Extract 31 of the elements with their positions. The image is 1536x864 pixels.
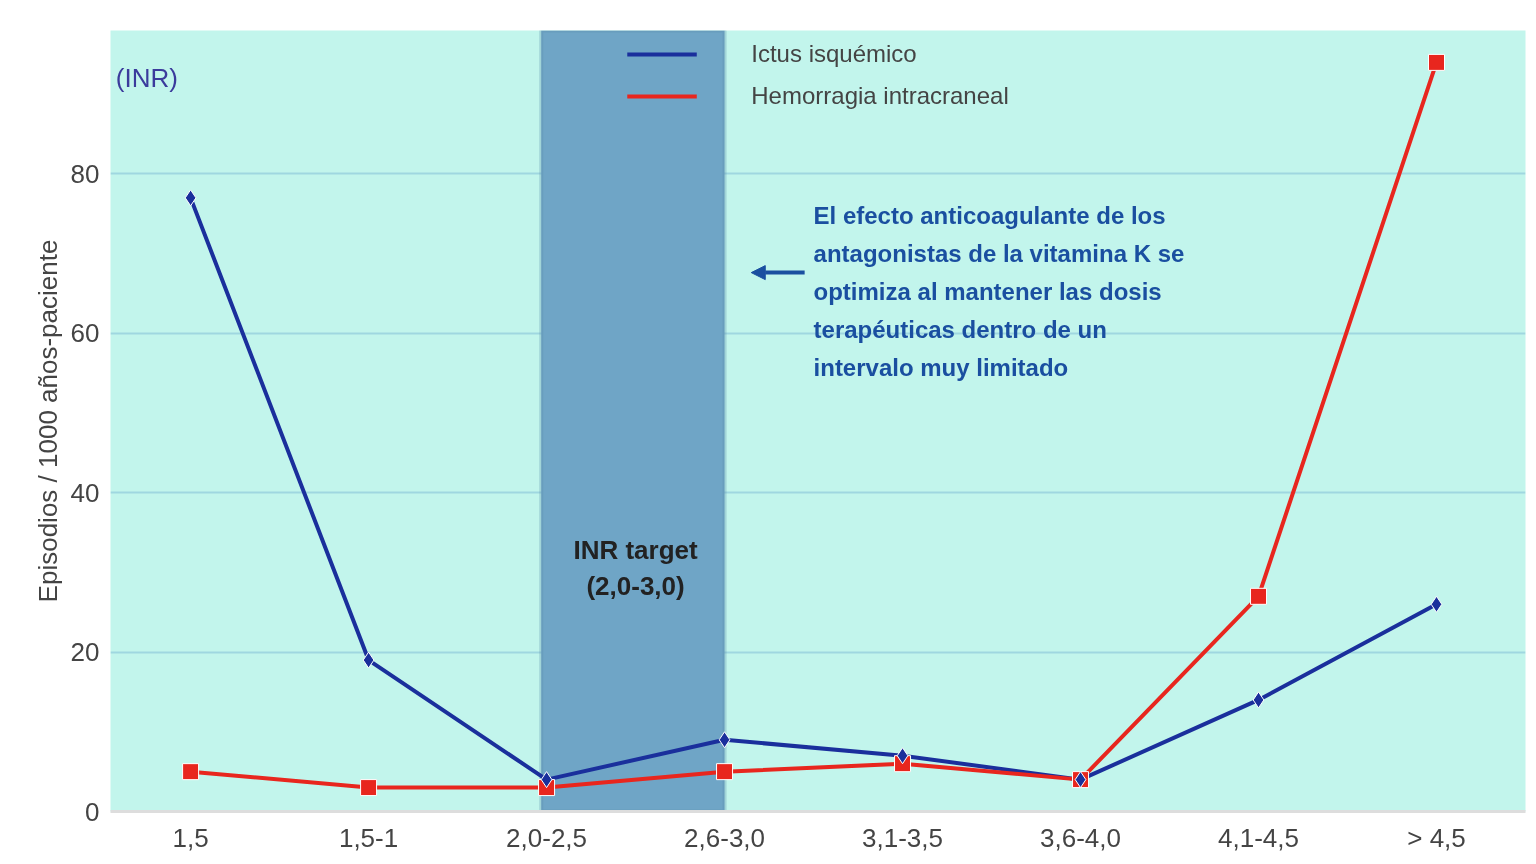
point	[540, 771, 553, 789]
y-tick-label: 0	[85, 796, 100, 827]
legend-label: Ictus isquémico	[751, 40, 917, 68]
point	[896, 747, 909, 765]
point	[184, 189, 197, 207]
point	[1430, 595, 1443, 613]
y-tick-label: 40	[70, 477, 100, 508]
point	[716, 763, 734, 781]
x-tick-label: > 4,5	[1407, 822, 1466, 853]
point	[182, 763, 200, 781]
point	[362, 651, 375, 669]
point	[360, 779, 378, 797]
point	[718, 731, 731, 749]
x-tick-label: 3,6-4,0	[1040, 822, 1122, 853]
y-tick-label: 80	[70, 158, 100, 189]
x-tick-label: 4,1-4,5	[1218, 822, 1299, 853]
y-tick-label: 60	[70, 318, 100, 349]
y-axis-title: Episodios / 1000 años-paciente	[32, 239, 63, 603]
x-tick-label: 2,6-3,0	[684, 822, 766, 853]
x-tick-label: 3,1-3,5	[862, 822, 944, 853]
point	[1252, 691, 1265, 709]
x-tick-label: 1,5	[172, 822, 209, 853]
annotation: El efecto anticoagulante de los antagonistas de la vitamina K se optimiza al mantener las dosis terapéuticas dentro de un intervalo muy limitado	[813, 202, 1185, 381]
y-tick-label: 20	[70, 637, 100, 668]
band-label: INR target (2,0-3,0)	[573, 534, 699, 601]
point	[1428, 53, 1446, 71]
annotation: (INR)	[115, 62, 178, 93]
point	[1250, 587, 1268, 605]
x-tick-label: 1,5-1	[338, 822, 399, 853]
legend-label: Hemorragia intracraneal	[751, 82, 1009, 110]
x-tick-label: 2,0-2,5	[506, 822, 588, 853]
